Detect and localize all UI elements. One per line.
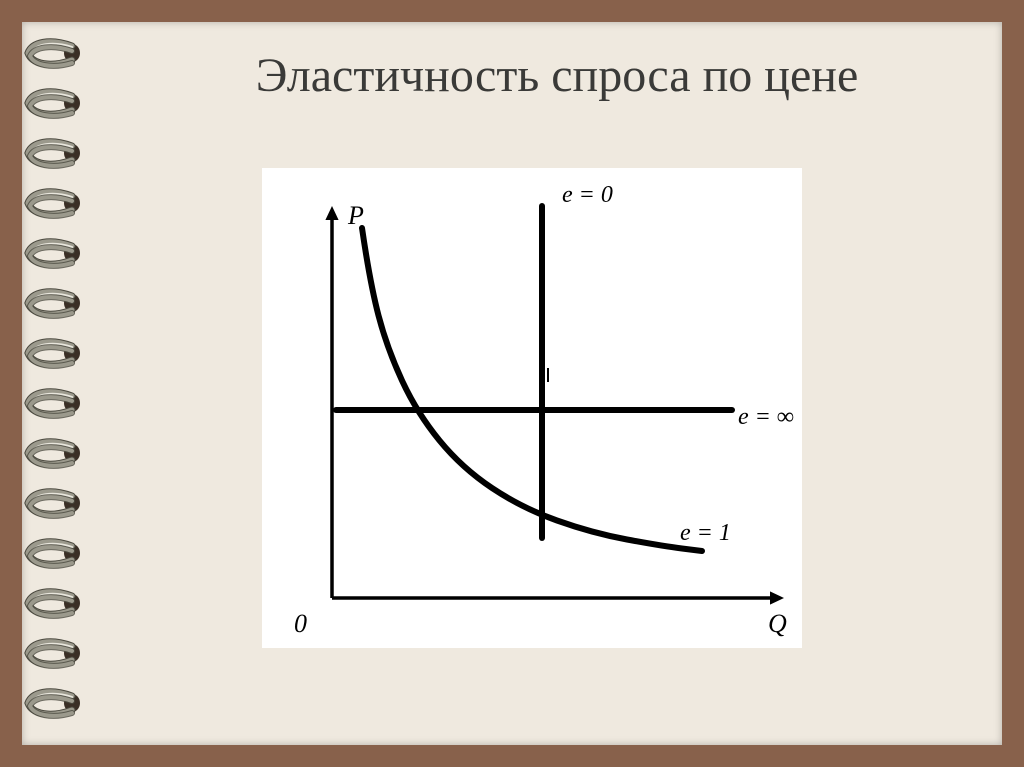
x-axis-label: Q: [768, 609, 787, 638]
binding-ring: [20, 236, 74, 266]
binding-ring: [20, 486, 74, 516]
label-e-1: e = 1: [680, 520, 731, 546]
binding-ring: [20, 186, 74, 216]
binding-ring: [20, 286, 74, 316]
binding-ring: [20, 86, 74, 116]
binding-ring: [20, 136, 74, 166]
binding-ring: [20, 586, 74, 616]
slide-title: Эластичность спроса по цене: [130, 48, 984, 103]
binding-ring: [20, 36, 74, 66]
binding-ring: [20, 436, 74, 466]
origin-label: 0: [294, 609, 307, 638]
label-e-0: e = 0: [562, 182, 613, 208]
binding-ring: [20, 636, 74, 666]
binding-ring: [20, 336, 74, 366]
binding-ring: [20, 386, 74, 416]
spiral-binding: [0, 0, 120, 767]
label-e-inf: e = ∞: [738, 404, 794, 430]
binding-ring: [20, 536, 74, 566]
binding-ring: [20, 686, 74, 716]
curve-unit-elastic: [362, 228, 702, 551]
elasticity-chart: PQ0e = 0e = ∞e = 1: [262, 168, 802, 648]
